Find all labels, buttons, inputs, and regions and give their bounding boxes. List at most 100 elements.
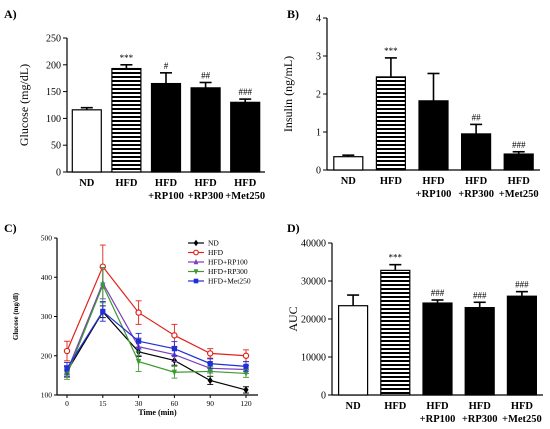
bar-1 (375, 76, 406, 171)
panel-label: A) (4, 7, 17, 21)
panel-a-glucose-bar-chart: A) Glucose (mg/dL) 0 50 100 150 200 250 ND *** HFD… (4, 7, 265, 202)
category-label: +Met250 (225, 191, 265, 202)
bar-2 (422, 302, 453, 396)
category-label: +RP300 (458, 189, 494, 200)
series-hfd (63, 244, 250, 363)
y-tick-label: 3 (316, 52, 321, 63)
x-tick-label: 120 (240, 399, 252, 408)
y-tick-label: 0 (321, 391, 326, 402)
category-label: HFD (422, 176, 445, 187)
series-line (66, 265, 247, 357)
category-label: HFD (508, 176, 531, 187)
data-point (243, 363, 249, 369)
bar-2 (150, 82, 182, 173)
category-label: ND (346, 401, 362, 412)
series-nd (64, 305, 249, 394)
y-tick-label: 30000 (301, 277, 326, 288)
category-label: HFD (195, 178, 218, 189)
y-tick-label: 200 (41, 351, 53, 360)
category-label: HFD (380, 176, 403, 187)
significance-label: ## (201, 70, 211, 80)
significance-label: ### (238, 87, 252, 97)
y-tick-label: 50 (51, 141, 61, 152)
data-point (136, 338, 142, 344)
category-label: +RP300 (188, 191, 224, 202)
legend-swatch-marker (193, 269, 199, 275)
bar-3 (464, 307, 495, 396)
category-label: +RP100 (416, 189, 452, 200)
category-label: HFD (234, 178, 257, 189)
data-point (171, 346, 177, 352)
data-point (136, 359, 142, 366)
series-hfd-met250 (64, 301, 249, 375)
category-label: HFD (511, 401, 534, 412)
legend-swatch-marker (193, 239, 199, 247)
bar-2 (418, 100, 449, 171)
legend-entry: HFD (208, 248, 224, 257)
y-tick-label: 400 (41, 273, 53, 282)
y-axis-label: Insulin (ng/mL) (281, 56, 295, 132)
significance-label: # (164, 61, 169, 71)
y-axis-label: Glucose (mg/dL) (17, 64, 31, 146)
data-point (242, 352, 250, 359)
category-label: HFD (155, 178, 178, 189)
bar-0 (333, 156, 364, 171)
category-label: +RP300 (462, 414, 498, 425)
significance-label: ### (431, 288, 445, 298)
data-point (63, 347, 71, 355)
panel-c-glucose-time-line-chart: C)Glucose (mg/dl)Time (min)1002003004005… (4, 221, 258, 417)
category-label: +RP100 (420, 414, 456, 425)
bar-3 (190, 87, 221, 173)
significance-label: ### (515, 280, 529, 290)
panel-b-insulin-bar-chart: B) Insulin (ng/mL) 0 1 2 3 4 ND *** HFD HFD +RP100 #… (281, 7, 540, 200)
bar-3 (461, 133, 492, 171)
panel-label: C) (4, 221, 17, 235)
category-label: +RP100 (148, 191, 184, 202)
y-tick-label: 250 (46, 34, 61, 45)
significance-label: ### (512, 140, 526, 150)
x-tick-label: 30 (135, 399, 143, 408)
y-tick-label: 20000 (301, 315, 326, 326)
category-label: ND (341, 176, 357, 187)
category-label: +Met250 (502, 414, 542, 425)
significance-label: *** (384, 46, 398, 56)
x-tick-label: 0 (65, 399, 69, 408)
data-point (171, 369, 177, 376)
x-tick-label: 90 (206, 399, 214, 408)
y-tick-label: 2 (316, 90, 321, 101)
category-label: +Met250 (499, 189, 539, 200)
data-point (64, 365, 70, 371)
y-tick-label: 500 (41, 234, 53, 243)
y-tick-label: 0 (316, 166, 321, 177)
bar-1 (111, 67, 142, 173)
data-point (207, 368, 213, 376)
panel-d-auc-bar-chart: D) AUC 0 10000 20000 30000 40000 ND *** HFD ### HFD… (286, 221, 543, 425)
category-label: ND (79, 178, 95, 189)
data-point (171, 332, 178, 339)
y-tick-label: 0 (56, 168, 61, 179)
series-line (66, 281, 247, 372)
x-axis-label: Time (min) (138, 408, 177, 417)
legend-entry: HFD+Met250 (208, 277, 251, 286)
bar-1 (380, 269, 411, 396)
y-tick-label: 100 (41, 391, 53, 400)
legend-swatch-marker (193, 258, 199, 265)
data-point (207, 361, 213, 367)
legend-swatch-marker (193, 249, 199, 256)
x-tick-label: 15 (99, 399, 107, 408)
panel-label: D) (287, 221, 300, 235)
category-label: HFD (469, 401, 492, 412)
y-tick-label: 10000 (301, 353, 326, 364)
significance-label: *** (120, 53, 134, 63)
legend-swatch-marker (193, 278, 199, 284)
category-label: HFD (115, 178, 138, 189)
bar-4 (503, 153, 534, 171)
legend-entry: ND (208, 239, 219, 248)
y-tick-label: 100 (46, 114, 61, 125)
significance-label: ### (473, 290, 487, 300)
series-line (66, 310, 247, 369)
y-tick-label: 1 (316, 128, 321, 139)
significance-label: ## (472, 112, 482, 122)
